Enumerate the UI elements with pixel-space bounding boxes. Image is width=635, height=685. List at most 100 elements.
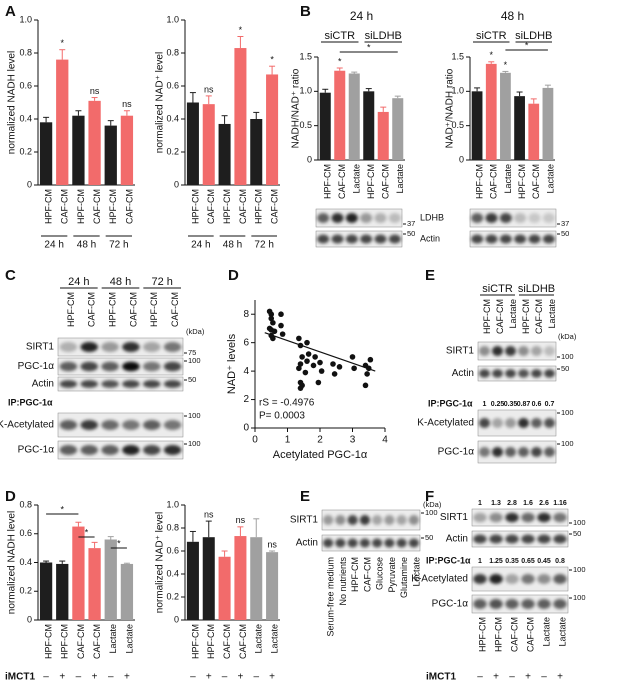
quantification: 2.8 — [507, 500, 517, 507]
lane-label: HPF-CM — [477, 617, 487, 652]
y-tick-label: 1.0 — [166, 14, 179, 24]
x-tick-label: HPF-CM — [474, 164, 484, 199]
scatter-point — [318, 368, 325, 374]
treatment-sign: – — [76, 672, 82, 683]
blot-band — [396, 515, 407, 525]
blot-band — [80, 380, 98, 388]
marker-label: 100 — [561, 352, 574, 361]
quantification: 0.45 — [537, 558, 551, 565]
row-label: K-Acetylated — [0, 420, 54, 431]
marker-label: 100 — [188, 439, 201, 448]
treatment-sign: – — [190, 672, 196, 683]
bar — [319, 92, 331, 160]
quantification: 2.6 — [539, 500, 549, 507]
blot-band — [473, 534, 487, 544]
y-tick-label: 0 — [174, 614, 179, 624]
quantification: 0.25 — [491, 401, 505, 408]
quantification: 1.25 — [489, 558, 503, 565]
bar — [186, 102, 199, 185]
lane-label: Lactate — [547, 299, 557, 329]
quantification: 0.35 — [505, 558, 519, 565]
y-axis-label: normalized NAD⁺ level — [155, 512, 166, 613]
marker-label: 100 — [573, 593, 586, 602]
blot-band — [514, 234, 527, 244]
blot-band — [542, 234, 555, 244]
blot-band — [59, 420, 78, 430]
scatter-point — [351, 365, 357, 372]
blot-band — [544, 447, 555, 457]
bar — [377, 111, 389, 160]
marker-label: 50 — [425, 533, 433, 542]
quantification: 0.65 — [521, 558, 535, 565]
blot-band — [317, 234, 330, 244]
bar — [88, 548, 101, 620]
scatter-point — [297, 361, 304, 367]
y-tick-label: 0 — [243, 423, 249, 434]
scatter-point — [299, 354, 305, 360]
quantification: 1.16 — [553, 500, 567, 507]
treatment-sign: – — [509, 672, 515, 683]
significance: * — [60, 38, 64, 48]
x-tick-label: HPF-CM — [43, 624, 53, 659]
blot-band — [143, 380, 161, 388]
y-tick-label: 0.6 — [166, 545, 179, 555]
blot-band — [143, 420, 161, 430]
lane-label: CAF-CM — [87, 292, 97, 327]
significance: * — [504, 60, 508, 70]
row-label: SIRT1 — [440, 512, 469, 523]
blot-band — [374, 213, 387, 223]
blot-band — [322, 538, 334, 548]
blot-band — [537, 599, 551, 609]
x-tick-label: Lactate — [254, 624, 264, 654]
significance: * — [489, 50, 493, 60]
scatter-point — [362, 382, 369, 389]
blot-band — [489, 534, 503, 544]
treatment-sign: + — [557, 672, 563, 683]
blot-band — [499, 213, 512, 223]
bar — [120, 563, 134, 620]
quantification: 1 — [478, 500, 482, 507]
blot-band — [489, 599, 503, 609]
scatter-point — [268, 311, 275, 318]
blot-band — [553, 599, 567, 609]
blot-band — [528, 234, 541, 244]
y-tick-label: 0 — [174, 179, 179, 189]
bar — [202, 104, 215, 185]
row-label: Actin — [32, 379, 54, 390]
panel-letter: D — [5, 488, 16, 505]
bar — [72, 115, 85, 185]
significance: ns — [236, 515, 246, 525]
group-label: 24 h — [68, 276, 89, 288]
blot-band — [489, 574, 503, 584]
group-label: siLDHB — [365, 30, 402, 42]
quantification: 1 — [478, 558, 482, 565]
bar — [471, 91, 483, 160]
blot-band — [384, 515, 395, 525]
treatment-sign: + — [59, 672, 65, 683]
x-tick-label: Lactate — [545, 164, 555, 194]
blot-band — [122, 342, 140, 352]
y-axis-label: normalized NAD⁺ level — [155, 52, 166, 153]
x-tick-label: HPF-CM — [366, 164, 376, 199]
row-label: K-Acetylated — [411, 574, 468, 585]
significance: ns — [267, 539, 277, 549]
y-tick-label: 1.0 — [166, 499, 179, 509]
bar — [528, 103, 540, 160]
lane-label: Lactate — [508, 299, 518, 329]
blot-band — [345, 234, 358, 244]
row-label: PGC-1α — [438, 447, 475, 458]
x-tick-label: HPF-CM — [323, 164, 333, 199]
scatter-point — [305, 351, 312, 357]
blot-band — [505, 369, 516, 378]
significance: * — [239, 25, 243, 35]
group-label: siLDHB — [518, 283, 555, 295]
y-tick-label: 0.8 — [19, 499, 32, 509]
blot-band — [59, 361, 78, 372]
marker-label: 100 — [188, 356, 201, 365]
group-label: 48 h — [77, 240, 96, 251]
treatment-sign: + — [493, 672, 499, 683]
y-tick-label: 1.0 — [451, 86, 464, 96]
blot-band — [345, 213, 358, 223]
y-tick-label: 1.0 — [19, 14, 32, 24]
y-tick-label: 0 — [27, 614, 32, 624]
